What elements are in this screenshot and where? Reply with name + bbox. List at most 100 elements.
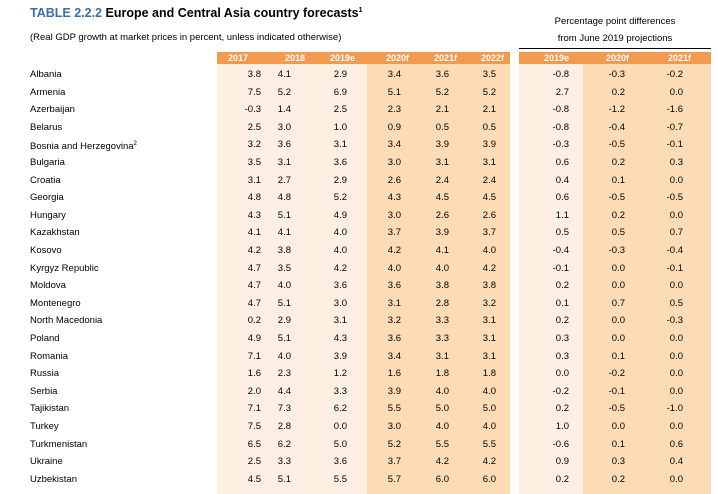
country-label: Kazakhstan — [30, 227, 80, 239]
table-subtitle: (Real GDP growth at market prices in per… — [30, 32, 342, 43]
value-cell-2018: 5.1 — [277, 473, 291, 485]
diff-cell-2020f: -1.2 — [608, 104, 625, 116]
col-header-2017: 2017 — [217, 52, 267, 64]
diff-cell-2019e: -0.8 — [552, 121, 569, 133]
value-cell-2019e: 1.0 — [333, 121, 347, 133]
value-cell-2017: 4.7 — [247, 280, 261, 292]
diff-cell-2019e: 0.4 — [555, 174, 569, 186]
value-cell-2022f: 0.5 — [482, 121, 496, 133]
value-cell-2021f: 1.8 — [435, 368, 449, 380]
value-cell-2018: 4.0 — [277, 280, 291, 292]
diff-cell-2019e: -0.8 — [552, 69, 569, 80]
value-cell-2020f: 3.6 — [387, 280, 401, 292]
value-cell-2022f: 5.0 — [482, 403, 496, 415]
country-name: Ukraine — [30, 453, 63, 470]
value-cell-2018: 2.7 — [277, 174, 291, 186]
table-row: North Macedonia 0.2 2.9 3.1 3.2 3.3 3.1 0.2 0.0 -… — [0, 312, 718, 329]
diff-cell-2021f: -0.7 — [666, 121, 683, 133]
value-cell-2018: 7.3 — [277, 403, 291, 415]
country-label: Romania — [30, 350, 69, 362]
value-cell-2017: 4.3 — [247, 209, 261, 221]
diff-cell-2021f: -1.6 — [666, 104, 683, 116]
table-row: Serbia 2.0 4.4 3.3 3.9 4.0 4.0 -0.2 -0.1 0.0 — [0, 383, 718, 400]
value-cell-2017: 2.0 — [247, 385, 261, 397]
diff-cell-2020f: -0.5 — [608, 139, 625, 151]
value-cell-2018: 3.0 — [277, 121, 291, 133]
value-cell-2021f: 3.3 — [435, 333, 449, 344]
value-cell-2020f: 0.9 — [387, 121, 401, 133]
value-cell-2018: 4.0 — [277, 350, 291, 362]
table-row: Bulgaria 3.5 3.1 3.6 3.0 3.1 3.1 0.6 0.2 0.3 — [0, 154, 718, 171]
value-cell-2019e: 5.2 — [333, 192, 347, 204]
country-name: Georgia — [30, 189, 64, 206]
country-label: Serbia — [30, 385, 58, 397]
diff-cell-2019e: 1.1 — [555, 209, 569, 221]
diff-cell-2020f: 0.2 — [611, 473, 625, 485]
value-cell-2019e: 3.6 — [333, 280, 347, 292]
value-cell-2021f: 3.6 — [435, 69, 449, 80]
value-cell-2020f: 3.0 — [387, 209, 401, 221]
diff-cell-2021f: -0.1 — [666, 262, 683, 274]
value-cell-2020f: 3.4 — [387, 139, 401, 151]
diff-cell-2019e: 0.2 — [555, 403, 569, 415]
value-cell-2017: -0.3 — [244, 104, 261, 116]
diff-header-rule — [519, 48, 711, 49]
diff-cell-2019e: -0.4 — [552, 245, 569, 256]
diff-cell-2021f: -0.5 — [666, 192, 683, 204]
value-cell-2021f: 3.9 — [435, 139, 449, 151]
value-cell-2020f: 4.0 — [387, 262, 401, 274]
country-name: North Macedonia — [30, 312, 102, 329]
value-cell-2017: 7.1 — [247, 403, 261, 415]
diff-cell-2020f: 0.1 — [611, 174, 625, 186]
value-cell-2021f: 4.0 — [435, 385, 449, 397]
diff-cell-2020f: 0.0 — [611, 333, 625, 344]
diff-cell-2019e: -0.1 — [552, 262, 569, 274]
country-label: Georgia — [30, 192, 64, 204]
country-label: Poland — [30, 333, 60, 344]
diff-cell-2020f: -0.3 — [608, 69, 625, 80]
col-header-2020f: 2020f — [367, 52, 415, 64]
diff-cell-2020f: 0.2 — [611, 157, 625, 168]
diff-cell-2019e: -0.2 — [552, 385, 569, 397]
table-row: Georgia 4.8 4.8 5.2 4.3 4.5 4.5 0.6 -0.5 -0.5 — [0, 189, 718, 206]
value-cell-2021f: 4.0 — [435, 262, 449, 274]
diff-col-header-2021f: 2021f — [647, 52, 711, 64]
country-name: Armenia — [30, 84, 65, 101]
value-cell-2021f: 3.1 — [435, 157, 449, 168]
diff-cell-2021f: 0.6 — [669, 438, 683, 450]
value-cell-2017: 4.7 — [247, 262, 261, 274]
diff-cell-2019e: -0.3 — [552, 139, 569, 151]
diff-cell-2021f: 0.4 — [669, 456, 683, 468]
value-cell-2017: 7.5 — [247, 421, 261, 432]
value-cell-2019e: 6.2 — [333, 403, 347, 415]
historical-columns-bg — [217, 52, 367, 494]
value-cell-2022f: 4.0 — [482, 245, 496, 256]
country-label: Bulgaria — [30, 157, 65, 168]
diff-cell-2021f: 0.0 — [669, 385, 683, 397]
value-cell-2021f: 4.1 — [435, 245, 449, 256]
value-cell-2020f: 5.7 — [387, 473, 401, 485]
value-cell-2018: 2.8 — [277, 421, 291, 432]
table-row: Russia 1.6 2.3 1.2 1.6 1.8 1.8 0.0 -0.2 0.0 — [0, 365, 718, 382]
diff-cell-2019e: 2.7 — [555, 86, 569, 98]
value-cell-2018: 3.1 — [277, 157, 291, 168]
value-cell-2020f: 1.6 — [387, 368, 401, 380]
table-row: Azerbaijan -0.3 1.4 2.5 2.3 2.1 2.1 -0.8 -1.2 -1.… — [0, 101, 718, 118]
diff-cell-2019e: 0.1 — [555, 297, 569, 309]
diff-cell-2021f: 0.0 — [669, 368, 683, 380]
country-name: Kazakhstan — [30, 224, 80, 241]
value-cell-2018: 2.3 — [277, 368, 291, 380]
country-name: Croatia — [30, 172, 61, 189]
table-row: Belarus 2.5 3.0 1.0 0.9 0.5 0.5 -0.8 -0.4 -0.7 — [0, 119, 718, 136]
table-row: Armenia 7.5 5.2 6.9 5.1 5.2 5.2 2.7 0.2 0.0 — [0, 84, 718, 101]
column-header-row: 2017 2018 2019e 2020f 2021f 2022f 2019e 2020f 20… — [0, 52, 718, 64]
value-cell-2018: 3.5 — [277, 262, 291, 274]
country-name: Bulgaria — [30, 154, 65, 171]
value-cell-2017: 7.5 — [247, 86, 261, 98]
value-cell-2018: 5.1 — [277, 297, 291, 309]
value-cell-2020f: 5.1 — [387, 86, 401, 98]
value-cell-2019e: 3.6 — [333, 157, 347, 168]
diff-cell-2020f: -0.5 — [608, 403, 625, 415]
diff-col-header-2019e: 2019e — [519, 52, 583, 64]
diff-cell-2021f: 0.0 — [669, 350, 683, 362]
